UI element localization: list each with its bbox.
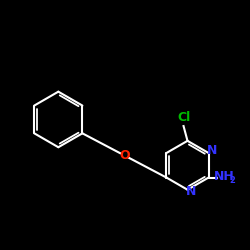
Text: O: O (119, 149, 130, 162)
Text: N: N (186, 186, 196, 198)
Text: N: N (207, 144, 218, 157)
Text: Cl: Cl (177, 111, 190, 124)
Text: 2: 2 (229, 176, 235, 185)
Text: NH: NH (214, 170, 234, 183)
